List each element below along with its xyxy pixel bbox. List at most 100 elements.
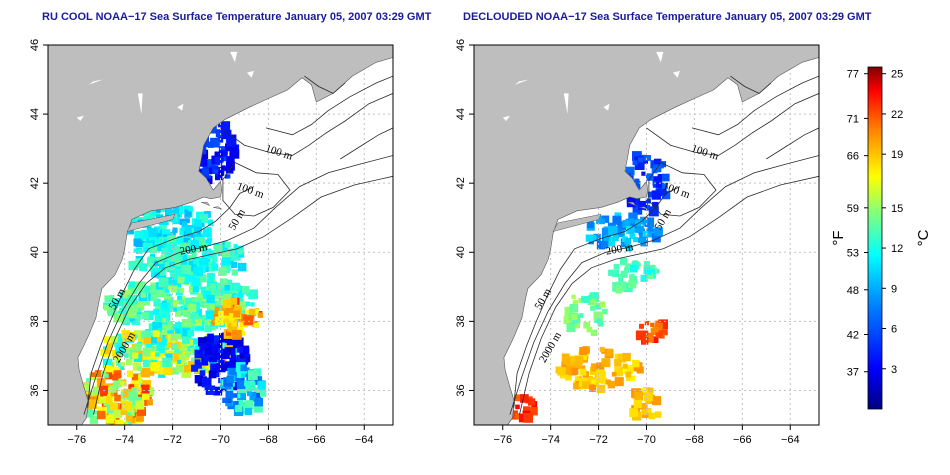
sst-pixel xyxy=(629,408,639,418)
sst-pixel xyxy=(237,262,247,272)
sst-pixel xyxy=(187,303,197,313)
sst-pixel xyxy=(109,385,117,393)
sst-pixel xyxy=(192,286,199,293)
sst-pixel xyxy=(142,380,152,389)
sst-pixel xyxy=(173,307,178,312)
sst-pixel xyxy=(622,352,631,362)
lon-tick-label: −68 xyxy=(259,434,278,446)
sst-pixel xyxy=(132,412,138,418)
sst-pixel xyxy=(625,371,632,378)
sst-pixel xyxy=(234,400,239,405)
colorbar-label-c: 22 xyxy=(891,109,903,121)
sst-pixel xyxy=(599,218,605,224)
sst-pixel xyxy=(571,368,579,375)
colorbar-label-f: 66 xyxy=(847,151,859,163)
sst-pixel xyxy=(183,297,193,308)
lake xyxy=(672,70,680,78)
sst-pixel xyxy=(123,388,132,398)
sst-pixel xyxy=(211,256,218,262)
sst-pixel xyxy=(191,297,197,303)
sst-pixel xyxy=(654,227,663,236)
sst-pixel xyxy=(195,362,202,369)
sst-pixel xyxy=(144,310,154,321)
sst-pixel xyxy=(579,347,588,356)
sst-pixel xyxy=(214,306,220,312)
sst-pixel xyxy=(152,330,160,338)
sst-pixel xyxy=(111,311,117,318)
sst-pixel xyxy=(159,225,167,232)
sst-pixel xyxy=(194,224,203,233)
sst-pixel xyxy=(171,367,179,375)
sst-pixel xyxy=(173,324,178,330)
sst-pixel xyxy=(511,410,518,417)
sst-pixel xyxy=(647,270,652,275)
sst-pixel xyxy=(213,386,223,396)
sst-pixel xyxy=(236,346,243,353)
sst-pixel xyxy=(134,343,142,351)
sst-pixel xyxy=(236,301,246,311)
sst-pixel xyxy=(632,151,642,161)
sst-pixel xyxy=(142,347,152,357)
sst-pixel xyxy=(655,411,662,418)
sst-pixel xyxy=(111,350,118,356)
sst-pixel xyxy=(198,149,209,160)
sst-pixel xyxy=(633,237,639,243)
sst-pixel xyxy=(243,358,249,364)
sst-pixel xyxy=(179,299,184,305)
sst-pixel xyxy=(226,341,236,352)
sst-pixel xyxy=(205,178,212,185)
sst-pixel xyxy=(175,333,182,340)
sst-pixel xyxy=(106,342,113,349)
island xyxy=(639,206,648,210)
colorbar-label-c: 3 xyxy=(891,364,897,376)
sst-pixel xyxy=(660,161,667,168)
sst-pixel xyxy=(574,376,580,382)
sst-pixel xyxy=(650,322,655,328)
sst-pixel xyxy=(566,323,576,333)
sst-pixel xyxy=(205,286,214,295)
depth-contour xyxy=(83,155,393,415)
sst-pixel xyxy=(97,410,106,420)
sst-pixel xyxy=(657,174,663,180)
sst-pixel xyxy=(628,229,634,235)
colorbar-unit-c: °C xyxy=(915,229,932,246)
sst-pixel xyxy=(647,225,654,232)
sst-pixel xyxy=(218,311,226,319)
sst-pixel xyxy=(218,348,223,353)
sst-pixel xyxy=(180,276,185,282)
sst-pixel xyxy=(239,345,250,356)
sst-pixel xyxy=(241,373,246,378)
sst-pixel xyxy=(651,336,659,343)
sst-pixel xyxy=(187,336,192,341)
sst-pixel xyxy=(639,234,648,243)
sst-pixel xyxy=(201,299,210,309)
sst-pixel xyxy=(591,363,600,372)
sst-pixel xyxy=(641,409,648,415)
sst-pixel xyxy=(565,373,572,381)
sst-pixel xyxy=(126,421,132,425)
sst-pixel xyxy=(617,353,627,363)
sst-pixel xyxy=(148,227,158,237)
sst-pixel xyxy=(225,161,235,171)
sst-pixel xyxy=(197,337,207,347)
sst-pixel xyxy=(138,337,145,344)
sst-pixel xyxy=(601,241,609,249)
sst-pixel xyxy=(207,386,215,395)
sst-pixel xyxy=(178,269,189,279)
sst-pixel xyxy=(204,239,211,246)
sst-pixel xyxy=(176,260,186,270)
sst-pixel xyxy=(211,264,219,271)
sst-pixel xyxy=(134,383,140,389)
sst-pixel xyxy=(216,282,224,290)
sst-pixel xyxy=(658,319,668,330)
island xyxy=(627,201,637,207)
lat-tick-label: 44 xyxy=(29,108,41,120)
colorbar-label-c: 25 xyxy=(891,69,903,81)
sst-pixel xyxy=(181,336,190,344)
sst-pixel xyxy=(240,331,246,336)
sst-pixel xyxy=(161,318,167,323)
sst-pixel xyxy=(237,400,244,406)
sst-pixel xyxy=(126,370,134,377)
sst-pixel xyxy=(234,337,244,347)
sst-pixel xyxy=(661,173,670,182)
